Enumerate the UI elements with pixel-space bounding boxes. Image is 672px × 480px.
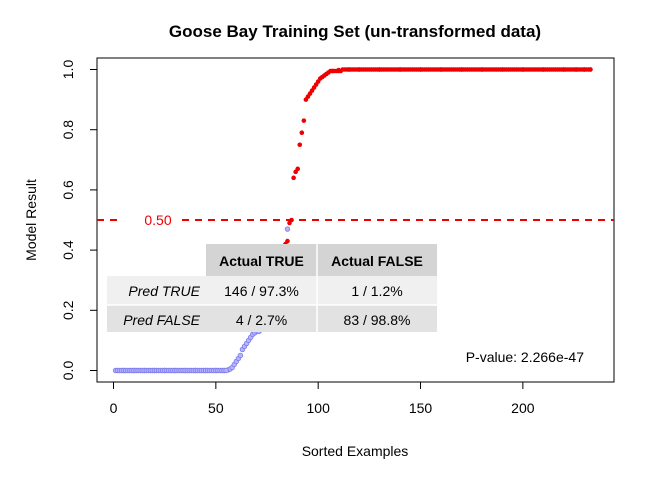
table-header-actual-false: Actual FALSE (331, 253, 423, 269)
x-tick-label: 0 (110, 400, 118, 416)
x-tick-label: 50 (208, 400, 224, 416)
p-value: P-value: 2.266e-47 (466, 349, 585, 365)
table-header-actual-true: Actual TRUE (219, 253, 304, 269)
y-tick-label: 0.8 (60, 120, 76, 140)
true-class-points (283, 67, 593, 247)
y-axis: 0.0 0.2 0.4 0.6 0.8 1.0 (60, 60, 98, 381)
true-point (291, 175, 296, 181)
y-tick-label: 0.2 (60, 300, 76, 320)
true-point (297, 142, 303, 148)
y-tick-label: 0.0 (60, 361, 76, 381)
false-point (223, 367, 229, 374)
y-axis-label: Model Result (23, 179, 39, 261)
true-point (289, 217, 294, 223)
true-point (295, 166, 301, 172)
y-tick-label: 0.4 (60, 240, 76, 260)
true-point (285, 238, 290, 244)
table-row-bg (107, 276, 437, 305)
false-point (284, 226, 291, 232)
true-point (588, 67, 593, 72)
table-row-label: Pred FALSE (123, 312, 200, 328)
table-row-label: Pred TRUE (128, 283, 200, 299)
x-tick-label: 150 (409, 400, 433, 416)
true-point (299, 130, 305, 136)
table-header-bg (206, 244, 437, 276)
x-axis-label: Sorted Examples (302, 443, 409, 459)
true-point (301, 118, 307, 123)
table-cell: 83 / 98.8% (344, 312, 411, 328)
confusion-table: Actual TRUE Actual FALSE Pred TRUE 146 / 97… (107, 244, 437, 332)
x-tick-label: 200 (511, 400, 535, 416)
threshold-line-group: 0.50 (97, 212, 614, 228)
y-tick-label: 1.0 (60, 60, 76, 80)
table-row-bg (107, 305, 437, 332)
chart-title: Goose Bay Training Set (un-transformed d… (169, 22, 541, 41)
x-tick-label: 100 (307, 400, 331, 416)
y-tick-label: 0.6 (60, 180, 76, 200)
table-cell: 146 / 97.3% (224, 283, 299, 299)
false-point (237, 352, 244, 359)
x-axis: 0 50 100 150 200 (110, 381, 535, 416)
threshold-label: 0.50 (144, 212, 171, 228)
table-cell: 1 / 1.2% (351, 283, 402, 299)
table-cell: 4 / 2.7% (236, 312, 287, 328)
